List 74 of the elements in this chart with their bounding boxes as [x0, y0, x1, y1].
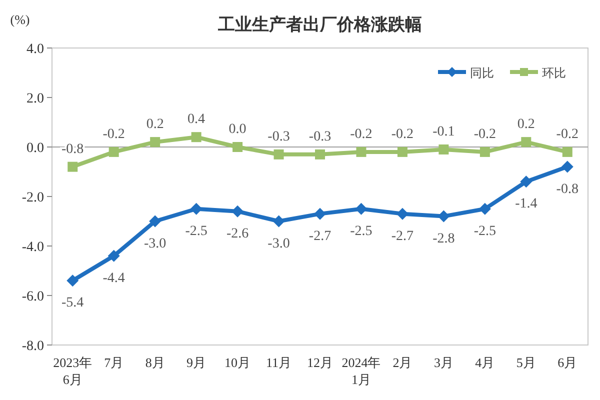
point: [190, 202, 202, 215]
data-label: -2.7: [391, 228, 414, 244]
y-tick-label: -2.0: [22, 190, 44, 206]
point: [561, 160, 574, 173]
point: [480, 146, 490, 157]
x-tick-label: 2024年 1月: [342, 355, 381, 387]
data-label: -2.5: [350, 224, 372, 239]
x-tick-label: 10月: [224, 355, 251, 370]
point: [66, 274, 79, 287]
point: [274, 149, 284, 160]
y-tick-label: -4.0: [22, 240, 44, 255]
data-label: -2.5: [474, 224, 496, 239]
data-label: -0.2: [102, 126, 125, 142]
y-tick-label: 2.0: [26, 92, 44, 106]
data-label: -2.5: [185, 224, 208, 239]
data-label: -0.1: [432, 124, 455, 140]
point: [356, 146, 366, 157]
x-tick-label: 11月: [266, 355, 292, 370]
x-tick-label: 9月: [186, 355, 206, 370]
y-tick-label: -8.0: [22, 339, 44, 354]
point: [232, 142, 243, 152]
point: [108, 250, 120, 262]
data-label: -2.7: [308, 228, 332, 244]
point: [315, 149, 325, 160]
data-label: 0.4: [188, 112, 206, 128]
point: [272, 215, 285, 228]
data-label: -0.8: [556, 182, 578, 197]
y-axis-title: (%): [10, 12, 30, 27]
x-tick-label: 7月: [104, 355, 124, 370]
data-label: -0.2: [474, 126, 496, 142]
chart-title: 工业生产者出厂价格涨跌幅: [217, 15, 422, 35]
data-label: -2.8: [432, 231, 455, 246]
x-tick-label: 8月: [145, 355, 165, 370]
x-tick-label: 4月: [475, 355, 495, 370]
data-label: -3.0: [268, 236, 290, 252]
data-label: -5.4: [62, 296, 84, 311]
point: [149, 215, 162, 228]
x-tick-label: 3月: [434, 355, 454, 370]
data-label: -4.4: [102, 270, 125, 286]
legend-label: 环比: [542, 66, 566, 80]
point: [191, 132, 202, 142]
x-tick-label: 12月: [307, 355, 333, 370]
data-label: 0.2: [146, 117, 164, 132]
point: [355, 202, 368, 215]
point: [68, 162, 78, 172]
point: [521, 137, 532, 148]
point: [396, 208, 408, 220]
x-tick-label: 2月: [392, 355, 412, 370]
data-label: -0.3: [268, 129, 290, 144]
point: [232, 205, 244, 218]
data-label: -0.3: [308, 129, 332, 144]
data-label: 0.0: [228, 122, 246, 137]
point: [520, 176, 532, 188]
data-label: -2.6: [226, 226, 249, 242]
data-label: 0.2: [517, 117, 535, 132]
point: [397, 146, 408, 157]
data-label: -3.0: [144, 236, 166, 252]
point: [314, 208, 326, 220]
point: [438, 144, 449, 154]
data-label: -0.2: [350, 126, 372, 142]
data-label: -0.2: [391, 126, 414, 142]
x-tick-label: 6月: [558, 355, 578, 370]
point: [562, 146, 572, 157]
x-tick-label: 2023年 6月: [53, 355, 92, 387]
point: [150, 137, 160, 148]
point: [478, 202, 491, 215]
legend-label: 同比: [470, 66, 494, 80]
data-label: -1.4: [515, 196, 538, 212]
y-tick-label: -6.0: [22, 290, 44, 304]
point: [108, 146, 119, 157]
y-tick-label: 0.0: [26, 141, 44, 156]
x-tick-label: 5月: [516, 355, 536, 370]
data-label: -0.2: [556, 126, 578, 142]
y-tick-label: 4.0: [26, 42, 44, 57]
